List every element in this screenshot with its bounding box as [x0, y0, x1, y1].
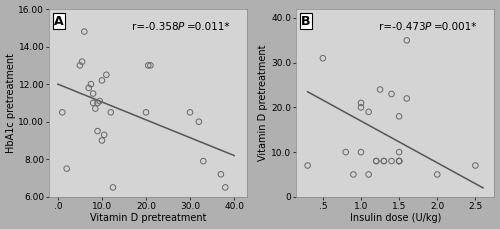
Point [357, 150, 365, 154]
Point [58, 110, 66, 114]
Point [98, 79, 106, 82]
Point [78, 60, 86, 63]
Text: B: B [301, 15, 310, 28]
Point [84, 86, 92, 90]
Y-axis label: Vitamin D pretreatment: Vitamin D pretreatment [258, 45, 268, 161]
Point [350, 173, 358, 176]
Point [76, 64, 84, 67]
Point [472, 164, 480, 167]
Point [376, 88, 384, 91]
Point [195, 120, 203, 123]
Point [217, 172, 225, 176]
Point [102, 73, 110, 76]
Point [222, 185, 230, 189]
Point [319, 56, 327, 60]
Point [357, 106, 365, 109]
Point [395, 159, 403, 163]
Point [372, 159, 380, 163]
Point [96, 99, 104, 103]
Point [357, 101, 365, 105]
Point [80, 30, 88, 33]
Point [304, 164, 312, 167]
Point [395, 159, 403, 163]
Point [186, 110, 194, 114]
Point [200, 159, 207, 163]
Point [403, 38, 411, 42]
Point [364, 173, 372, 176]
Text: A: A [54, 15, 64, 28]
Point [142, 110, 150, 114]
Point [380, 159, 388, 163]
Point [434, 173, 442, 176]
Text: =0.011*: =0.011* [187, 22, 230, 32]
Point [62, 167, 70, 170]
Point [94, 129, 102, 133]
Point [364, 110, 372, 114]
Text: r=-0.473: r=-0.473 [380, 22, 426, 32]
Point [100, 133, 108, 137]
Y-axis label: HbA1c pretreatment: HbA1c pretreatment [6, 53, 16, 153]
Point [98, 139, 106, 142]
X-axis label: Insulin dose (U/kg): Insulin dose (U/kg) [350, 213, 441, 224]
X-axis label: Vitamin D pretreatment: Vitamin D pretreatment [90, 213, 206, 224]
Point [342, 150, 350, 154]
Point [92, 107, 100, 110]
Point [372, 159, 380, 163]
Point [380, 159, 388, 163]
Point [89, 92, 97, 95]
Point [146, 64, 154, 67]
Point [395, 150, 403, 154]
Text: P: P [425, 22, 432, 32]
Point [403, 97, 411, 100]
Point [388, 92, 396, 96]
Point [87, 82, 95, 86]
Text: r=-0.358: r=-0.358 [132, 22, 179, 32]
Text: P: P [178, 22, 184, 32]
Point [388, 159, 396, 163]
Point [144, 64, 152, 67]
Point [109, 185, 117, 189]
Point [106, 110, 114, 114]
Point [395, 159, 403, 163]
Text: =0.001*: =0.001* [434, 22, 478, 32]
Point [89, 101, 97, 105]
Point [395, 114, 403, 118]
Point [94, 101, 102, 105]
